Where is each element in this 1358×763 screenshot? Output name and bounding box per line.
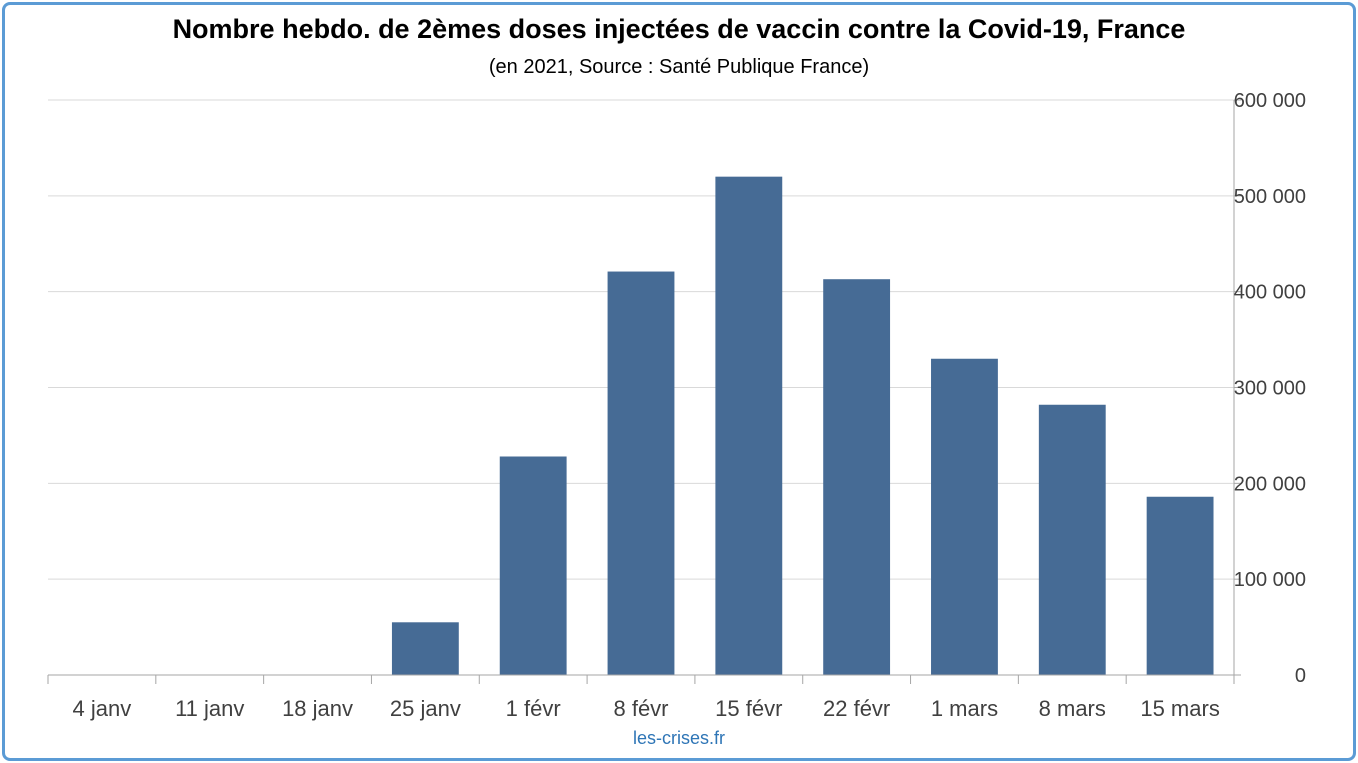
bar-8-mars [1038, 404, 1106, 675]
y-tick-label: 400 000 [1234, 282, 1306, 304]
y-tick-labels: 0 100 000 200 000 300 000 400 000 500 000 600 … [1234, 90, 1306, 687]
bar-25-janv [391, 622, 459, 675]
x-tick-label: 1 mars [931, 696, 998, 721]
y-tick-label: 100 000 [1234, 569, 1306, 591]
bar-15-mars [1146, 496, 1214, 675]
x-tick-label: 15 févr [715, 696, 782, 721]
bars [391, 176, 1214, 675]
x-tick-label: 11 janv [175, 696, 244, 721]
x-tick-label: 22 févr [823, 696, 890, 721]
x-tick-label: 18 janv [282, 696, 353, 721]
bar-22-févr [823, 279, 891, 675]
y-tick-label: 0 [1295, 665, 1306, 687]
x-tick-label: 1 févr [506, 696, 561, 721]
x-tick-label: 8 mars [1039, 696, 1106, 721]
x-tick-label: 15 mars [1140, 696, 1219, 721]
x-tick-label: 8 févr [613, 696, 668, 721]
bar-8-févr [607, 271, 675, 675]
y-tick-label: 200 000 [1234, 473, 1306, 495]
bar-15-févr [715, 176, 783, 675]
source-note: les-crises.fr [632, 728, 725, 748]
x-tick-label: 4 janv [73, 696, 132, 721]
y-tick-label: 500 000 [1234, 186, 1306, 208]
axes [47, 99, 1241, 684]
chart-subtitle: (en 2021, Source : Santé Publique France… [488, 56, 870, 78]
chart-title: Nombre hebdo. de 2èmes doses injectées d… [172, 14, 1186, 44]
y-tick-label: 300 000 [1234, 378, 1306, 400]
bar-1-févr [499, 456, 567, 675]
y-tick-label: 600 000 [1234, 90, 1306, 112]
x-tick-label: 25 janv [390, 696, 461, 721]
x-tick-labels: 4 janv 11 janv 18 janv 25 janv 1 févr 8 févr 1… [73, 696, 1220, 721]
bar-1-mars [931, 358, 998, 675]
